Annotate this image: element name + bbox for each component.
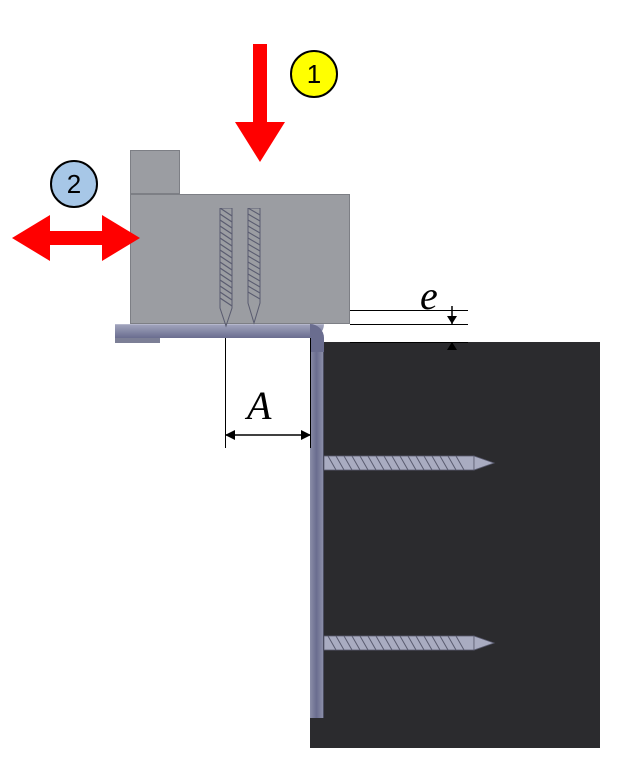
force-arrow-horizontal bbox=[12, 213, 140, 263]
label-A: A bbox=[247, 382, 271, 429]
top-block-tab bbox=[130, 150, 180, 194]
horizontal-screw-2 bbox=[324, 633, 496, 653]
bracket-lip bbox=[115, 338, 160, 343]
label-e: e bbox=[420, 272, 438, 319]
dim-e-arrows bbox=[444, 306, 460, 350]
diagram-canvas: 1 2 e A bbox=[0, 0, 617, 763]
horizontal-screw-1 bbox=[324, 453, 496, 473]
wall-block bbox=[310, 342, 600, 748]
badge-2: 2 bbox=[50, 160, 98, 208]
vertical-screw-2 bbox=[245, 208, 263, 328]
vertical-screw-1 bbox=[216, 208, 236, 328]
top-block-main bbox=[130, 194, 350, 324]
badge-1-text: 1 bbox=[307, 59, 321, 90]
dim-A-arrows bbox=[220, 427, 316, 443]
bracket-vertical bbox=[310, 338, 324, 718]
badge-1: 1 bbox=[290, 50, 338, 98]
force-arrow-vertical bbox=[235, 44, 285, 164]
badge-2-text: 2 bbox=[67, 169, 81, 200]
